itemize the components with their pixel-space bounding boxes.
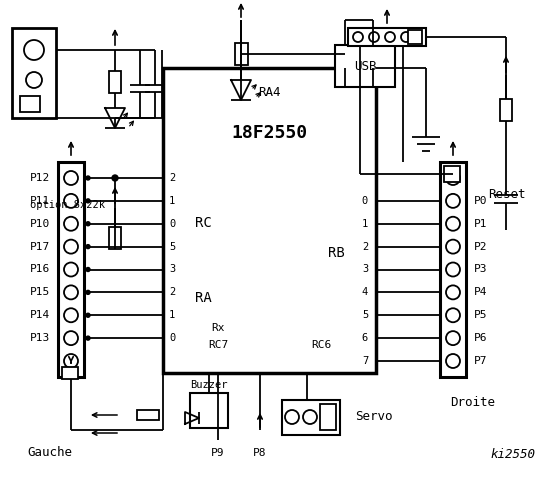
Text: 1: 1: [362, 219, 368, 229]
Text: Servo: Servo: [355, 410, 393, 423]
Text: RC: RC: [195, 216, 211, 230]
Text: P13: P13: [30, 333, 50, 343]
Text: P16: P16: [30, 264, 50, 275]
Text: 6: 6: [362, 333, 368, 343]
Bar: [109, 227, 121, 249]
Bar: [500, 99, 512, 121]
Text: P10: P10: [30, 219, 50, 229]
Bar: [163, 68, 376, 373]
Text: P14: P14: [30, 310, 50, 320]
Text: 5: 5: [362, 310, 368, 320]
Text: 3: 3: [362, 264, 368, 275]
Text: P0: P0: [474, 196, 488, 206]
Text: 0: 0: [169, 219, 175, 229]
Circle shape: [86, 290, 90, 294]
Text: ki2550: ki2550: [490, 448, 535, 461]
Text: RB: RB: [327, 246, 345, 260]
Text: 2: 2: [362, 241, 368, 252]
Bar: [282, 400, 340, 435]
Text: RC7: RC7: [208, 340, 228, 350]
Text: P11: P11: [30, 196, 50, 206]
Text: 2: 2: [169, 288, 175, 298]
Bar: [440, 162, 466, 377]
Bar: [320, 404, 336, 430]
Text: 5: 5: [169, 241, 175, 252]
Circle shape: [86, 199, 90, 203]
Bar: [62, 367, 78, 379]
Circle shape: [86, 313, 90, 317]
Text: P7: P7: [474, 356, 488, 366]
Text: 7: 7: [362, 356, 368, 366]
Text: USB: USB: [354, 60, 376, 72]
Text: P4: P4: [474, 288, 488, 298]
Text: 2: 2: [169, 173, 175, 183]
Text: RC6: RC6: [311, 340, 331, 350]
Text: 0: 0: [362, 196, 368, 206]
Circle shape: [112, 175, 118, 181]
Text: Droite: Droite: [451, 396, 495, 409]
Text: P12: P12: [30, 173, 50, 183]
Text: option 8x22k: option 8x22k: [30, 200, 106, 210]
Text: Rx: Rx: [211, 323, 225, 333]
Text: P3: P3: [474, 264, 488, 275]
Bar: [408, 30, 422, 44]
Bar: [137, 410, 159, 420]
Bar: [20, 96, 40, 112]
Text: 18F2550: 18F2550: [232, 124, 307, 142]
Circle shape: [86, 176, 90, 180]
Text: Reset: Reset: [488, 189, 525, 202]
Bar: [58, 162, 84, 377]
Text: P5: P5: [474, 310, 488, 320]
Text: Gauche: Gauche: [28, 446, 72, 459]
Text: P2: P2: [474, 241, 488, 252]
Circle shape: [86, 222, 90, 226]
Bar: [234, 43, 248, 65]
Text: 1: 1: [169, 310, 175, 320]
Bar: [335, 45, 395, 87]
Circle shape: [86, 267, 90, 272]
Text: 3: 3: [169, 264, 175, 275]
Text: Buzzer: Buzzer: [190, 380, 228, 390]
Text: P1: P1: [474, 219, 488, 229]
Text: 1: 1: [169, 196, 175, 206]
Text: P17: P17: [30, 241, 50, 252]
Text: P8: P8: [253, 448, 267, 458]
Bar: [190, 393, 228, 428]
Circle shape: [86, 336, 90, 340]
Circle shape: [86, 245, 90, 249]
Text: P15: P15: [30, 288, 50, 298]
Text: 0: 0: [169, 333, 175, 343]
Text: RA: RA: [195, 291, 211, 305]
Text: P6: P6: [474, 333, 488, 343]
Text: P9: P9: [211, 448, 225, 458]
Bar: [109, 71, 121, 93]
Text: 4: 4: [362, 288, 368, 298]
Bar: [444, 166, 460, 182]
Text: RA4: RA4: [258, 86, 281, 99]
Bar: [348, 28, 426, 46]
Bar: [12, 28, 56, 118]
